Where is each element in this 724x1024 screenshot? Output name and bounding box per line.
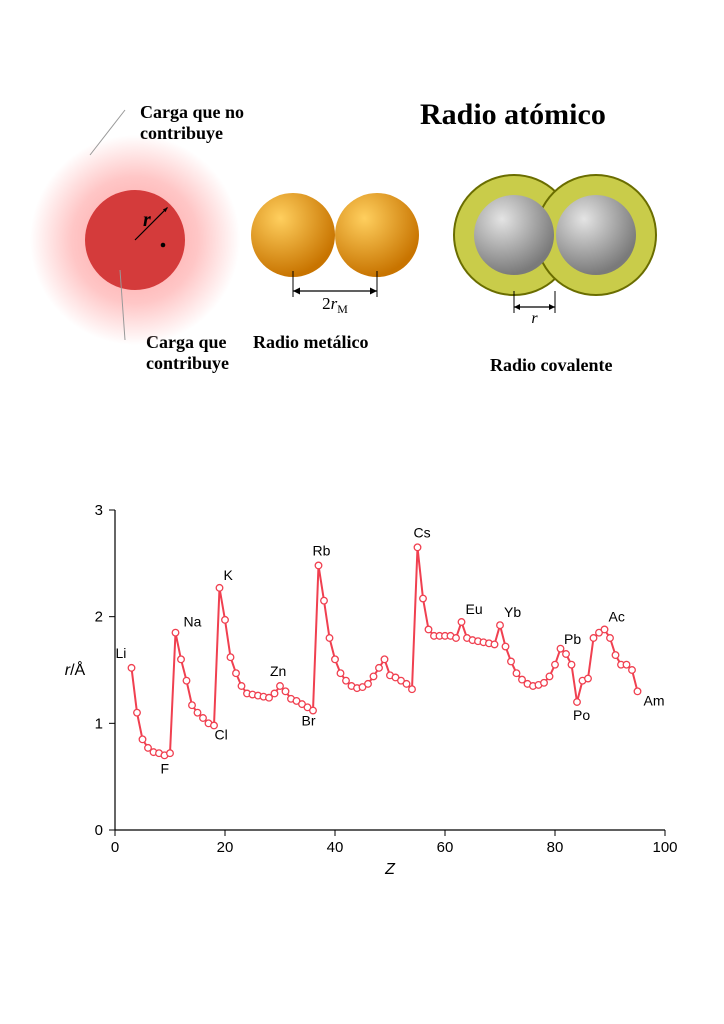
svg-text:Na: Na [184, 614, 202, 630]
svg-text:Rb: Rb [313, 542, 331, 558]
svg-text:Z: Z [384, 861, 396, 878]
svg-text:r/Å: r/Å [65, 660, 86, 679]
svg-text:Cl: Cl [215, 726, 228, 742]
svg-text:0: 0 [95, 822, 103, 839]
svg-text:r: r [143, 209, 151, 231]
svg-text:60: 60 [437, 839, 454, 856]
covalent-radius-diagram: r [425, 140, 685, 360]
svg-text:Cs: Cs [414, 524, 431, 540]
title-text: Radio atómico [420, 98, 606, 131]
metallic-radius-diagram: 2rM [225, 140, 445, 360]
svg-text:100: 100 [652, 839, 677, 856]
svg-text:2: 2 [95, 609, 103, 626]
svg-text:Pb: Pb [564, 631, 581, 647]
svg-text:1: 1 [95, 715, 103, 732]
svg-text:F: F [161, 760, 170, 776]
svg-text:2rM: 2rM [322, 294, 348, 316]
svg-text:Ac: Ac [609, 608, 625, 624]
svg-text:0: 0 [111, 839, 119, 856]
svg-text:20: 20 [217, 839, 234, 856]
svg-text:Po: Po [573, 707, 590, 723]
svg-text:40: 40 [327, 839, 344, 856]
svg-text:Br: Br [302, 712, 316, 728]
svg-text:Am: Am [644, 692, 665, 708]
svg-text:3: 3 [95, 502, 103, 519]
page-title: Radio atómico [420, 98, 606, 132]
svg-text:Li: Li [116, 645, 127, 661]
svg-text:Yb: Yb [504, 604, 521, 620]
svg-text:Zn: Zn [270, 663, 286, 679]
svg-text:80: 80 [547, 839, 564, 856]
svg-text:K: K [224, 567, 234, 583]
atomic-radius-chart: 0 20 40 60 80 100 0 1 2 3 Zr/Å Li Na K F Cl Zn Br Rb Cs Eu Yb… [60, 490, 680, 880]
svg-text:Eu: Eu [466, 601, 483, 617]
svg-text:r: r [531, 310, 538, 327]
